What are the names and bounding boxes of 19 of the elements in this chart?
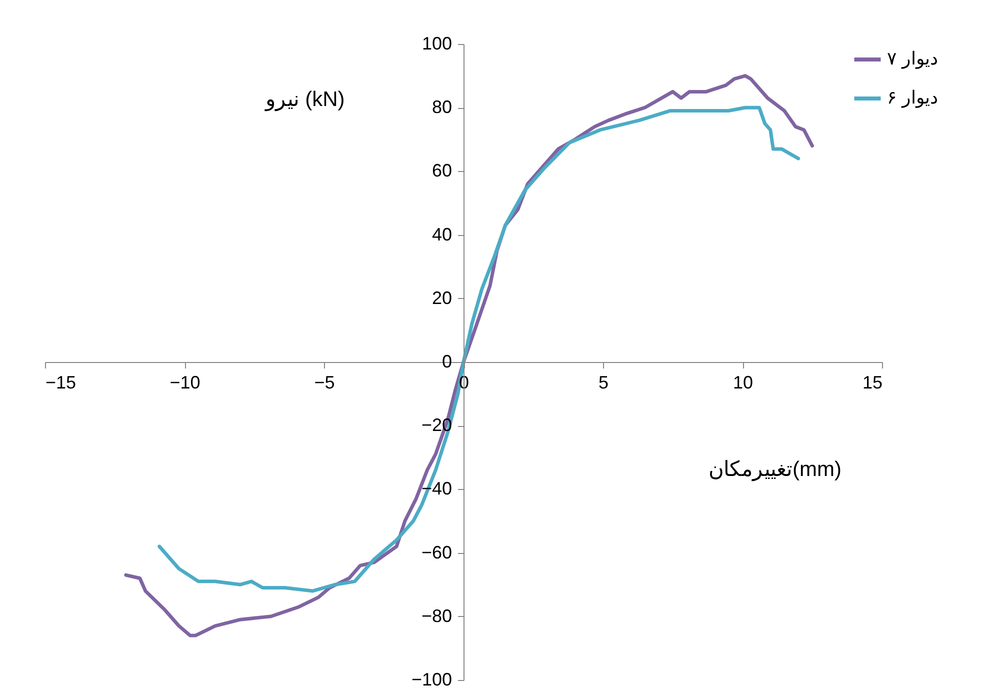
y-tick-label: 100 bbox=[422, 34, 452, 54]
x-tick-label: −5 bbox=[314, 372, 335, 392]
y-tick-label: −80 bbox=[421, 606, 452, 626]
x-tick-label: 15 bbox=[862, 372, 882, 392]
y-tick-label: −60 bbox=[421, 542, 452, 562]
x-tick-label: −15 bbox=[46, 372, 76, 392]
x-axis-title: تغییرمکان(mm) bbox=[708, 458, 842, 482]
y-axis-title: نیرو (kN) bbox=[264, 88, 345, 112]
y-tick-label: 60 bbox=[432, 160, 452, 181]
legend-label: دیوار ۷ bbox=[887, 48, 938, 70]
y-tick-label: 0 bbox=[442, 352, 452, 372]
y-tick-label: 80 bbox=[432, 97, 452, 118]
y-tick-label: 40 bbox=[432, 224, 452, 244]
y-tick-label: −100 bbox=[411, 670, 452, 690]
x-tick-label: −10 bbox=[170, 372, 200, 392]
y-tick-label: 20 bbox=[432, 288, 452, 308]
legend-label: دیوار ۶ bbox=[887, 88, 938, 108]
x-tick-label: 10 bbox=[732, 372, 754, 392]
x-tick-label: 5 bbox=[598, 372, 609, 392]
